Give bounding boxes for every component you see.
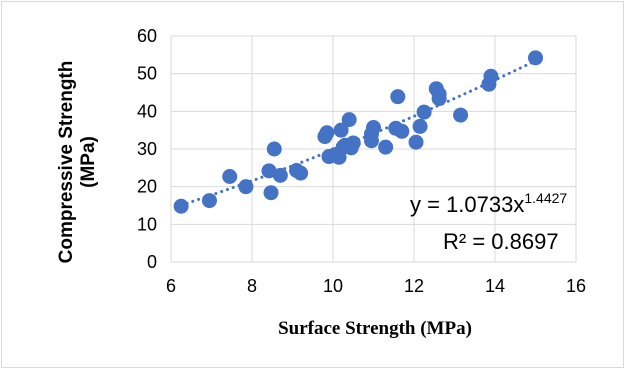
y-tick-label: 30 <box>137 139 157 159</box>
y-tick-label: 60 <box>137 26 157 46</box>
x-tick-label: 16 <box>566 276 586 296</box>
y-tick-label: 40 <box>137 101 157 121</box>
data-point <box>394 123 410 139</box>
data-point <box>390 89 406 105</box>
y-tick-labels: 0 10 20 30 40 50 60 <box>137 26 157 272</box>
y-tick-label: 10 <box>137 214 157 234</box>
x-tick-labels: 6 8 10 12 14 16 <box>166 276 586 296</box>
data-point <box>333 122 349 138</box>
x-tick-label: 10 <box>323 276 343 296</box>
data-point <box>483 68 499 84</box>
data-point <box>293 165 309 181</box>
data-point <box>431 91 447 107</box>
x-tick-label: 12 <box>404 276 424 296</box>
data-points <box>173 50 543 214</box>
y-tick-label: 20 <box>137 177 157 197</box>
svg-text:(MPa): (MPa) <box>78 136 99 188</box>
data-point <box>266 141 282 157</box>
data-point <box>416 104 432 120</box>
data-point <box>412 118 428 134</box>
trendline-equation: y = 1.0733x1.4427 <box>410 190 567 217</box>
data-point <box>272 167 288 183</box>
svg-text:Compressive Strength: Compressive Strength <box>56 61 77 264</box>
x-tick-label: 8 <box>247 276 257 296</box>
y-tick-label: 50 <box>137 64 157 84</box>
data-point <box>378 139 394 155</box>
x-axis-label: Surface Strength (MPa) <box>278 318 472 339</box>
data-point <box>222 168 238 184</box>
data-point <box>408 134 424 150</box>
data-point <box>261 163 277 179</box>
data-point <box>238 179 254 195</box>
y-axis-label: Compressive Strength (MPa) <box>56 61 99 264</box>
data-point <box>366 120 381 136</box>
data-point <box>319 125 335 141</box>
data-point <box>363 133 379 149</box>
data-point <box>201 193 217 209</box>
data-point <box>341 112 357 128</box>
x-tick-label: 6 <box>166 276 176 296</box>
data-point <box>263 185 279 201</box>
r-squared-label: R² = 0.8697 <box>443 229 559 254</box>
data-point <box>173 198 189 214</box>
data-point <box>528 50 543 66</box>
data-point <box>345 135 361 151</box>
x-tick-label: 14 <box>485 276 505 296</box>
y-tick-label: 0 <box>147 252 157 272</box>
data-point <box>453 107 469 123</box>
